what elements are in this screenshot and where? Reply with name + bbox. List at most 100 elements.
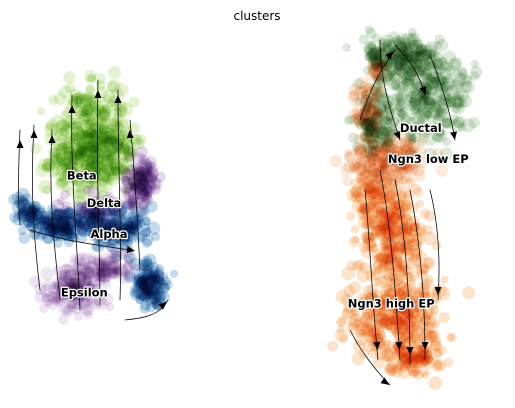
cell-point-epsilon: [56, 277, 71, 291]
cell-point-ductal: [434, 34, 446, 45]
cell-point-ngn3-low-ep: [342, 175, 353, 187]
cell-point-beta: [44, 123, 58, 138]
cell-point-ductal: [398, 36, 411, 49]
cell-point-beta: [103, 169, 116, 182]
cell-point-ductal: [394, 38, 402, 47]
cell-point-beta: [74, 150, 85, 161]
cell-point-ductal: [435, 127, 445, 138]
cell-point-ngn3-high-ep: [420, 321, 434, 335]
cell-point-beta: [58, 85, 73, 99]
cell-point-ductal: [405, 93, 413, 102]
cell-point-ductal: [417, 68, 426, 77]
cell-point-ngn3-high-ep: [428, 376, 443, 390]
cell-point-ductal: [404, 59, 414, 69]
chart-title: clusters: [233, 9, 280, 23]
cell-point-ductal: [394, 92, 405, 103]
cell-point-epsilon: [80, 294, 91, 304]
cell-point-ngn3-low-ep: [436, 164, 448, 177]
cell-point-beta: [88, 96, 102, 109]
cell-point-alpha: [135, 229, 148, 242]
cell-point-ngn3-high-ep: [356, 268, 371, 283]
cell-point-alpha: [140, 281, 150, 291]
cell-point-ductal: [417, 105, 432, 119]
cell-point-ngn3-high-ep: [394, 257, 405, 268]
streamline-arrow: [380, 377, 390, 385]
cluster-label-ngn3-high-ep: Ngn3 high EP: [348, 296, 435, 310]
cell-point-beta: [119, 102, 133, 117]
cell-point-epsilon: [58, 314, 69, 325]
cell-point-epsilon: [61, 289, 72, 301]
cell-point-delta: [120, 184, 129, 194]
cell-point-ngn3-high-ep: [462, 286, 476, 300]
cell-point-ngn3-high-ep: [385, 362, 398, 374]
cell-point-delta: [146, 166, 159, 179]
cell-point-alpha: [97, 218, 106, 228]
cell-point-delta: [142, 185, 152, 196]
cell-point-alpha: [29, 203, 40, 214]
cell-point-alpha: [143, 253, 157, 267]
cell-point-ngn3-high-ep: [410, 183, 421, 194]
cell-point-ductal: [443, 73, 454, 85]
cell-point-ductal: [430, 81, 440, 91]
cell-point-ngn3-low-ep: [340, 163, 354, 177]
cell-point-alpha: [151, 232, 161, 242]
cell-point-ngn3-high-ep: [379, 286, 388, 296]
cell-point-ngn3-high-ep: [421, 370, 430, 380]
cell-point-ngn3-high-ep: [446, 333, 455, 342]
cell-point-ductal: [440, 147, 453, 161]
cell-point-ductal: [425, 136, 436, 146]
cell-point-ngn3-high-ep: [386, 253, 396, 263]
cell-point-beta: [108, 66, 122, 80]
cell-point-ngn3-low-ep: [354, 147, 363, 156]
cell-point-alpha: [145, 302, 157, 313]
cell-point-epsilon: [86, 283, 97, 294]
cell-point-epsilon: [71, 268, 80, 277]
cell-point-ductal: [416, 44, 427, 55]
cell-point-ngn3-high-ep: [375, 252, 385, 261]
cell-point-ductal: [422, 92, 437, 107]
cell-point-ductal: [452, 76, 465, 90]
cell-point-ngn3-low-ep: [374, 143, 388, 157]
cell-point-epsilon: [136, 262, 146, 272]
cell-point-ngn3-high-ep: [374, 311, 389, 326]
cell-point-beta: [51, 167, 61, 176]
cell-point-beta: [77, 170, 89, 183]
cell-point-epsilon: [66, 302, 77, 313]
cell-point-ngn3-high-ep: [410, 319, 422, 330]
cell-point-ngn3-low-ep: [373, 73, 384, 84]
cell-point-ductal: [401, 78, 411, 88]
cell-point-ngn3-high-ep: [440, 275, 449, 284]
cluster-label-alpha: Alpha: [90, 227, 127, 241]
cell-point-ductal: [365, 27, 377, 39]
cell-point-ngn3-high-ep: [438, 312, 450, 324]
cell-points: [8, 25, 483, 390]
cell-point-beta: [115, 143, 126, 154]
cell-point-beta: [38, 179, 52, 194]
cell-point-ngn3-high-ep: [417, 345, 429, 356]
cell-point-ngn3-low-ep: [329, 155, 343, 168]
cell-point-ductal: [435, 66, 445, 75]
streamline-arrow: [16, 140, 24, 148]
cell-point-beta: [87, 141, 100, 154]
cell-point-beta: [61, 156, 72, 167]
cell-point-alpha: [160, 282, 170, 292]
cell-point-ductal: [457, 122, 467, 132]
cell-point-beta: [76, 140, 89, 153]
cell-point-epsilon: [122, 261, 133, 272]
cell-point-ductal: [441, 117, 453, 129]
cell-point-alpha: [57, 225, 68, 236]
cell-point-ductal: [399, 107, 410, 117]
cell-point-alpha: [143, 265, 153, 275]
cell-point-ngn3-high-ep: [434, 360, 443, 369]
cell-point-ductal: [432, 58, 443, 69]
cell-point-ngn3-low-ep: [359, 80, 372, 93]
cell-point-ngn3-high-ep: [382, 237, 397, 251]
cell-point-epsilon: [40, 267, 54, 281]
cluster-label-ductal: Ductal: [400, 121, 442, 135]
cell-point-ngn3-low-ep: [364, 116, 376, 128]
cell-point-ngn3-high-ep: [373, 265, 383, 274]
cell-point-alpha: [170, 269, 179, 278]
cell-point-alpha: [30, 230, 41, 241]
cell-point-alpha: [86, 218, 96, 228]
cell-point-ngn3-high-ep: [370, 213, 381, 224]
